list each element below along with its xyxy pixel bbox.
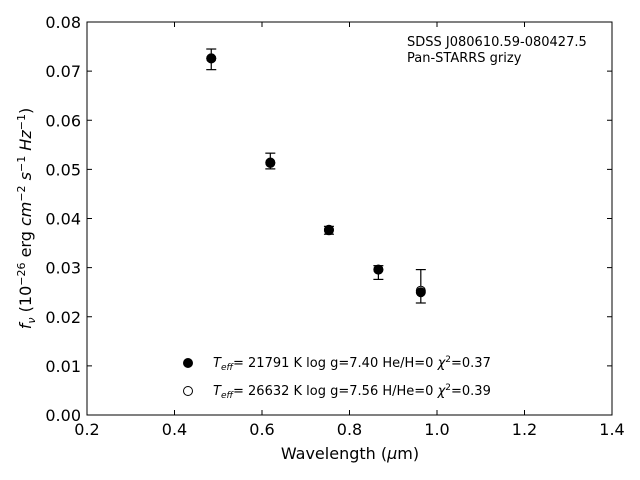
data-point-filled (373, 264, 384, 275)
y-tick-label: 0.02 (45, 308, 81, 327)
y-tick-label: 0.01 (45, 357, 81, 376)
x-tick-label: 0.8 (337, 420, 362, 439)
legend: Teff= 21791 K log g=7.40 He/H=0 χ2=0.37 … (183, 355, 491, 401)
legend-marker-filled (183, 358, 193, 368)
data-point-filled (265, 157, 276, 168)
legend-label-1: Teff= 21791 K log g=7.40 He/H=0 χ2=0.37 (213, 355, 491, 373)
y-tick-label: 0.00 (45, 406, 81, 425)
x-tick-label: 0.6 (249, 420, 274, 439)
plot-area (206, 48, 426, 304)
x-tick-label: 1.2 (512, 420, 537, 439)
y-tick-label: 0.04 (45, 210, 81, 229)
y-tick-label: 0.07 (45, 62, 81, 81)
annotation-line-2: Pan-STARRS grizy (407, 51, 522, 66)
x-tick-label: 0.4 (162, 420, 187, 439)
x-axis-ticks: 0.2 0.4 0.6 0.8 1.0 1.2 1.4 (74, 22, 625, 439)
y-axis-label: fν (10−26 erg cm−2 s−1 Hz−1) (15, 108, 38, 329)
data-point-filled (415, 287, 426, 298)
legend-marker-open (183, 386, 193, 396)
y-tick-label: 0.08 (45, 13, 81, 32)
data-point-filled (323, 225, 334, 236)
y-tick-label: 0.05 (45, 160, 81, 179)
x-tick-label: 1.4 (599, 420, 624, 439)
x-tick-label: 1.0 (424, 420, 449, 439)
x-axis-label: Wavelength (μm) (281, 444, 419, 463)
x-tick-label: 0.2 (74, 420, 99, 439)
legend-label-2: Teff= 26632 K log g=7.56 H/He=0 χ2=0.39 (213, 383, 491, 401)
data-point-filled (206, 53, 217, 64)
annotation-line-1: SDSS J080610.59-080427.5 (407, 35, 587, 50)
y-tick-label: 0.06 (45, 111, 81, 130)
y-tick-label: 0.03 (45, 259, 81, 278)
y-axis-ticks: 0.00 0.01 0.02 0.03 0.04 0.05 0.06 0.07 0.08 (45, 13, 612, 425)
